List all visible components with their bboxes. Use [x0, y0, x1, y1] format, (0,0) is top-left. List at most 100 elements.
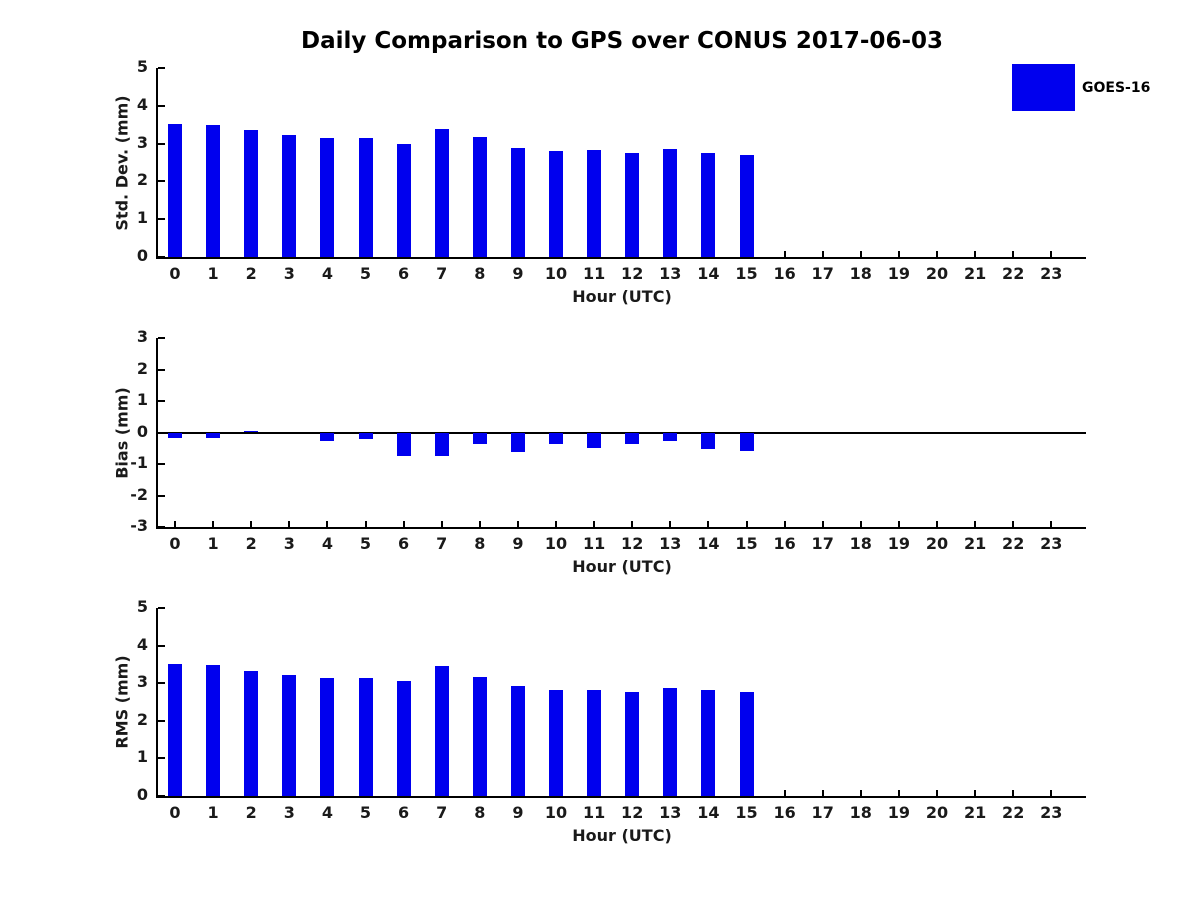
x-tick-label: 3	[283, 803, 295, 822]
rms-bar-hour-0	[168, 663, 182, 796]
rms-bar-hour-8	[472, 676, 487, 796]
x-tick-label: 19	[887, 534, 911, 553]
std-dev-bar-hour-9	[510, 148, 525, 257]
y-tick	[158, 719, 165, 722]
std-dev-bar-hour-3	[282, 134, 297, 257]
y-tick-label: 4	[136, 94, 148, 114]
x-tick-label: 15	[735, 803, 758, 822]
y-tick-label: 5	[136, 597, 148, 617]
x-tick	[250, 521, 253, 527]
x-tick	[1050, 790, 1053, 796]
std-dev-bar-hour-4	[320, 137, 335, 257]
x-tick-label: 12	[621, 264, 644, 283]
y-tick	[158, 180, 165, 183]
rms-bar-hour-14	[701, 689, 716, 796]
y-axis-spine	[156, 68, 158, 259]
x-tick-label: 1	[207, 534, 219, 553]
x-tick-label: 6	[398, 264, 410, 283]
bias-bar-hour-0	[168, 432, 182, 438]
std-dev-bar-hour-12	[625, 152, 640, 257]
std-dev-bar-hour-1	[206, 125, 221, 257]
bias-bar-hour-11	[587, 432, 602, 448]
rms-bar-hour-11	[587, 689, 602, 796]
x-tick-label: 17	[811, 803, 834, 822]
x-tick-label: 8	[474, 803, 486, 822]
x-tick	[1012, 790, 1015, 796]
x-tick-label: 14	[697, 264, 720, 283]
x-tick-label: 10	[544, 803, 568, 822]
x-tick-label: 11	[582, 534, 606, 553]
rms-bar-hour-6	[396, 680, 411, 796]
x-axis-label: Hour (UTC)	[572, 557, 672, 576]
y-tick-label: -1	[130, 453, 148, 473]
x-tick	[1012, 251, 1015, 257]
rms-bar-hour-9	[510, 685, 525, 796]
y-tick	[158, 607, 165, 609]
x-tick-label: 19	[887, 264, 911, 283]
x-tick-label: 15	[735, 264, 758, 283]
std-dev-bar-hour-13	[663, 148, 678, 257]
x-tick-label: 16	[773, 803, 796, 822]
y-tick	[158, 400, 165, 402]
std-dev-bar-hour-10	[549, 151, 563, 257]
rms-bar-hour-3	[282, 674, 297, 796]
x-tick-label: 3	[283, 264, 295, 283]
x-tick	[783, 251, 786, 257]
y-tick-label: 0	[136, 785, 148, 805]
y-tick	[158, 644, 165, 647]
y-tick-label: 4	[136, 634, 148, 654]
bias-bar-hour-7	[434, 432, 449, 457]
x-tick-label: 1	[207, 803, 219, 822]
x-tick-label: 13	[659, 803, 682, 822]
y-tick-label: 0	[136, 246, 148, 266]
legend-label-goes16: GOES-16	[1082, 79, 1151, 96]
x-tick-label: 7	[436, 534, 448, 553]
y-axis-spine	[156, 608, 158, 798]
x-tick	[402, 521, 405, 527]
x-axis-spine	[156, 796, 1086, 798]
y-tick	[158, 795, 165, 797]
x-tick	[783, 790, 786, 796]
x-tick-label: 3	[283, 534, 295, 553]
bias-bar-hour-12	[625, 432, 640, 445]
x-tick	[364, 521, 367, 527]
y-tick-label: 1	[136, 747, 148, 767]
rms-bar-hour-4	[320, 678, 335, 796]
bias-bar-hour-2	[244, 430, 259, 433]
x-tick-label: 7	[436, 264, 448, 283]
x-tick-label: 19	[887, 803, 911, 822]
x-tick	[936, 521, 938, 527]
y-tick	[158, 218, 165, 221]
y-tick-label: 3	[136, 132, 148, 152]
std-dev-bar-hour-15	[739, 154, 754, 257]
x-tick-label: 4	[321, 534, 333, 553]
bias-bar-hour-8	[472, 432, 487, 445]
x-tick	[936, 251, 938, 257]
x-tick-label: 11	[582, 264, 606, 283]
x-tick-label: 11	[582, 803, 606, 822]
rms-bar-hour-7	[434, 666, 449, 796]
bias-bar-hour-15	[739, 432, 754, 451]
rms-bar-hour-2	[244, 670, 259, 796]
x-tick	[707, 521, 710, 527]
y-tick-label: 0	[136, 421, 148, 441]
x-tick-label: 18	[849, 803, 872, 822]
x-tick-label: 2	[245, 534, 257, 553]
x-tick	[974, 251, 977, 257]
x-tick-label: 14	[697, 803, 720, 822]
y-tick-label: -2	[130, 484, 148, 504]
x-tick-label: 16	[773, 264, 796, 283]
x-tick-label: 12	[621, 534, 644, 553]
y-tick	[158, 494, 165, 497]
y-tick-label: 2	[136, 709, 148, 729]
x-tick-label: 4	[321, 803, 333, 822]
x-tick-label: 17	[811, 264, 834, 283]
x-tick	[326, 521, 329, 527]
x-tick-label: 8	[474, 534, 486, 553]
x-tick-label: 0	[169, 264, 181, 283]
x-axis-label: Hour (UTC)	[572, 287, 672, 306]
x-tick-label: 7	[436, 803, 448, 822]
x-tick-label: 18	[849, 534, 872, 553]
x-tick	[974, 521, 977, 527]
